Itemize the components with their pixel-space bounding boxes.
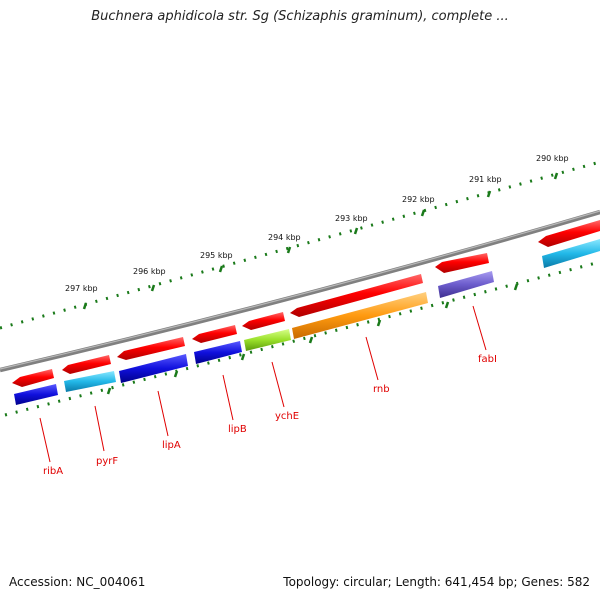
accession-text: Accession: NC_004061 bbox=[9, 575, 146, 589]
gene-label-pyrf: pyrF bbox=[96, 456, 118, 467]
feature-bar[interactable] bbox=[119, 354, 188, 383]
ruler-label: 293 kbp bbox=[335, 214, 368, 223]
ruler-label: 292 kbp bbox=[402, 195, 435, 204]
gene-arrow[interactable] bbox=[242, 312, 285, 330]
ruler-major-ticks bbox=[82, 172, 559, 310]
feature-bar[interactable] bbox=[438, 271, 494, 298]
gene-arrow[interactable] bbox=[435, 253, 489, 273]
genome-backbone bbox=[0, 209, 600, 373]
ruler-label: 294 kbp bbox=[268, 233, 301, 242]
gene-arrow[interactable] bbox=[12, 369, 54, 387]
topology-summary: Topology: circular; Length: 641,454 bp; … bbox=[283, 575, 590, 589]
gene-arrow[interactable] bbox=[538, 220, 600, 247]
ruler-label: 290 kbp bbox=[536, 154, 569, 163]
ruler-label: 296 kbp bbox=[133, 267, 166, 276]
map-title: Buchnera aphidicola str. Sg (Schizaphis … bbox=[91, 9, 509, 24]
feature-bar[interactable] bbox=[64, 371, 116, 392]
gene-arrow[interactable] bbox=[192, 325, 237, 343]
feature-bar[interactable] bbox=[194, 341, 242, 364]
gene-arrow[interactable] bbox=[62, 355, 111, 374]
forward-strand-genes bbox=[12, 220, 600, 387]
ruler-label: 295 kbp bbox=[200, 251, 233, 260]
ruler-label: 297 kbp bbox=[65, 284, 98, 293]
gene-label-rnb: rnb bbox=[373, 384, 390, 395]
ruler-track bbox=[0, 160, 600, 330]
label-leaders bbox=[39, 305, 487, 463]
ruler-label: 291 kbp bbox=[469, 175, 502, 184]
feature-bar[interactable] bbox=[542, 239, 600, 268]
gene-arrow[interactable] bbox=[290, 274, 423, 317]
gene-label-riba: ribA bbox=[43, 466, 63, 477]
gene-label-lipb: lipB bbox=[228, 424, 247, 435]
feature-bar[interactable] bbox=[14, 384, 58, 405]
gene-label-fabi: fabI bbox=[478, 354, 497, 365]
ruler-labels: 297 kbp 296 kbp 295 kbp 294 kbp 293 kbp … bbox=[65, 154, 569, 293]
gene-label-lipa: lipA bbox=[162, 440, 181, 451]
feature-bar[interactable] bbox=[244, 329, 291, 351]
feature-bar[interactable] bbox=[292, 292, 428, 339]
gene-arrow[interactable] bbox=[117, 337, 185, 360]
gene-label-yche: ychE bbox=[275, 411, 299, 422]
gene-labels: ribA pyrF lipA lipB ychE rnb fabI bbox=[43, 354, 497, 477]
inner-ruler-ticks bbox=[106, 283, 519, 395]
feature-bars bbox=[14, 239, 600, 405]
